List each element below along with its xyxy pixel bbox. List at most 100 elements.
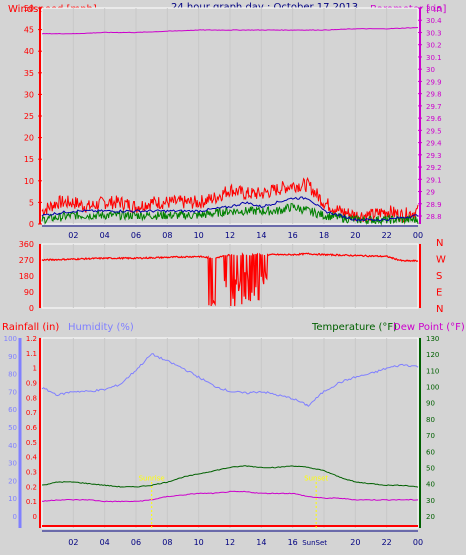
baro-y-tick: 29.9 (426, 78, 442, 86)
temp-y-tick: 120 (426, 351, 439, 359)
baro-y-tick: 30.2 (426, 42, 442, 50)
humidity-y-tick: 30 (8, 460, 17, 468)
sun-marker-label: Sunrise (139, 474, 165, 482)
wind-x-tick: 04 (100, 231, 110, 240)
temp-y-tick: 70 (426, 432, 435, 440)
rain-y-tick: 1 (33, 365, 37, 373)
wind-y-tick: 20 (24, 134, 34, 143)
rain-y-tick: 0.7 (26, 409, 37, 417)
wind-y-tick: 5 (29, 198, 34, 207)
humidity-y-tick: 100 (4, 335, 17, 343)
thp-x-sunset-tick: SunSet (302, 539, 327, 547)
rain-y-tick: 0.9 (26, 380, 37, 388)
wind-x-tick: 02 (68, 231, 78, 240)
dir-y-tick: 270 (19, 256, 34, 265)
rain-y-tick: 0.6 (26, 424, 38, 432)
dir-compass-tick: N (436, 238, 443, 249)
baro-y-tick: 29.2 (426, 164, 442, 172)
baro-y-tick: 29.1 (426, 176, 442, 184)
wind-x-tick: 20 (350, 231, 360, 240)
temp-y-tick: 60 (426, 448, 435, 456)
temp-y-tick: 40 (426, 481, 435, 489)
wind-x-tick: 00 (413, 231, 423, 240)
humidity-y-tick: 70 (8, 388, 17, 396)
humidity-y-tick: 90 (8, 353, 17, 361)
wind-x-tick: 10 (194, 231, 204, 240)
rain-y-tick: 0.1 (26, 498, 37, 506)
baro-y-tick: 30.4 (426, 17, 442, 25)
wind-y-tick: 30 (24, 90, 34, 99)
baro-y-tick: 30.1 (426, 54, 442, 62)
temp-y-tick: 50 (426, 464, 435, 472)
temp-y-tick: 80 (426, 416, 435, 424)
wind-direction-line (41, 252, 419, 307)
humidity-label: Humidity (%) (68, 322, 134, 333)
rainfall-label: Rainfall (in) (2, 322, 59, 333)
humidity-y-tick: 0 (13, 513, 17, 521)
baro-y-tick: 29.8 (426, 91, 442, 99)
temp-y-tick: 90 (426, 400, 435, 408)
temp-y-tick: 110 (426, 367, 439, 375)
dir-compass-tick: E (436, 288, 442, 299)
wind-x-tick: 12 (225, 231, 235, 240)
thp-x-tick: 00 (413, 538, 423, 547)
baro-y-tick: 29.3 (426, 152, 442, 160)
baro-y-tick: 28.9 (426, 201, 442, 209)
temp-y-tick: 30 (426, 497, 435, 505)
temperature-line (41, 465, 419, 488)
thp-x-tick: 12 (225, 538, 235, 547)
baro-y-tick: 29.5 (426, 127, 442, 135)
wind-y-tick: 50 (24, 4, 34, 13)
dir-compass-tick: W (436, 255, 446, 266)
dir-compass-tick: N (436, 304, 443, 315)
baro-y-tick: 30.5 (426, 5, 442, 13)
thp-x-tick: 16 (288, 538, 298, 547)
wind-y-tick: 10 (24, 177, 34, 186)
series-group (41, 27, 419, 528)
baro-y-tick: 29.4 (426, 140, 442, 148)
wind-y-tick: 0 (29, 220, 34, 229)
wind-x-tick: 06 (131, 231, 141, 240)
baro-y-tick: 28.8 (426, 213, 442, 221)
wind-x-tick: 14 (256, 231, 266, 240)
dir-y-tick: 360 (19, 240, 34, 249)
thp-x-tick: 02 (68, 538, 78, 547)
thp-x-tick: 14 (256, 538, 266, 547)
wind-x-tick: 18 (319, 231, 329, 240)
grid-lines (72, 8, 388, 528)
dir-compass-tick: S (436, 271, 442, 282)
axes (18, 7, 422, 532)
thp-x-tick: 04 (100, 538, 110, 547)
windspeed-line (41, 176, 419, 223)
rain-y-tick: 0 (33, 513, 37, 521)
temp-y-tick: 20 (426, 513, 435, 521)
wind-y-tick: 25 (24, 112, 34, 121)
wind-x-tick: 22 (382, 231, 392, 240)
humidity-y-tick: 40 (8, 442, 17, 450)
temp-y-tick: 130 (426, 335, 439, 343)
humidity-line (41, 353, 419, 408)
dir-y-tick: 180 (19, 272, 34, 281)
wind-y-tick: 35 (24, 69, 34, 78)
wind-y-tick: 15 (24, 155, 34, 164)
thp-x-tick: 08 (162, 538, 172, 547)
wind-y-tick: 45 (24, 26, 34, 35)
baro-y-tick: 29.7 (426, 103, 442, 111)
rain-y-tick: 1.1 (26, 350, 37, 358)
temp-y-tick: 100 (426, 384, 439, 392)
rain-y-tick: 1.2 (26, 335, 37, 343)
rain-y-tick: 0.5 (26, 439, 37, 447)
wind-x-tick: 16 (288, 231, 298, 240)
thp-x-tick: 22 (382, 538, 392, 547)
humidity-y-tick: 60 (8, 406, 17, 414)
dewpoint-label: Dew Point (°F) (393, 322, 465, 333)
thp-x-tick: 10 (194, 538, 204, 547)
dir-y-tick: 0 (29, 304, 34, 313)
humidity-y-tick: 20 (8, 477, 17, 485)
rain-y-tick: 0.3 (26, 469, 37, 477)
gust-average-line (41, 196, 419, 222)
sun-marker-label: Sunset (304, 474, 328, 482)
baro-y-tick: 30.3 (426, 29, 442, 37)
humidity-y-tick: 80 (8, 371, 17, 379)
